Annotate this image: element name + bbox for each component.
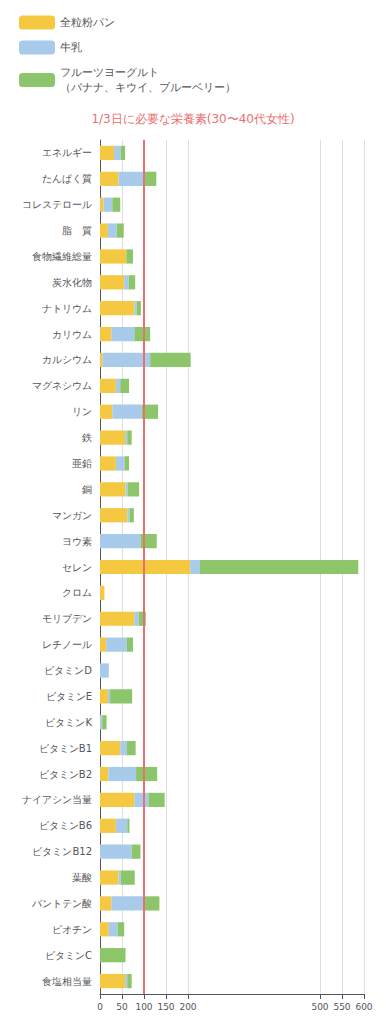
- svg-text:ヨウ素: ヨウ素: [62, 536, 92, 547]
- svg-text:カルシウム: カルシウム: [42, 354, 92, 365]
- svg-text:ビタミンB2: ビタミンB2: [39, 769, 92, 780]
- svg-text:全粒粉パン: 全粒粉パン: [60, 16, 115, 29]
- svg-text:カリウム: カリウム: [52, 329, 92, 340]
- svg-text:マンガン: マンガン: [52, 510, 92, 521]
- svg-text:セレン: セレン: [62, 562, 92, 573]
- svg-text:脂 質: 脂 質: [62, 225, 92, 236]
- svg-text:エネルギー: エネルギー: [42, 147, 92, 158]
- svg-text:ナイアシン当量: ナイアシン当量: [22, 794, 92, 805]
- svg-text:炭水化物: 炭水化物: [52, 277, 92, 288]
- svg-text:100: 100: [135, 1002, 152, 1012]
- svg-text:ビタミンE: ビタミンE: [46, 691, 92, 702]
- svg-text:ビタミンB6: ビタミンB6: [39, 820, 92, 831]
- svg-text:（バナナ、キウイ、ブルーベリー）: （バナナ、キウイ、ブルーベリー）: [60, 81, 236, 94]
- svg-text:コレステロール: コレステロール: [22, 199, 92, 210]
- svg-text:1/3日に必要な栄養素(30〜40代女性): 1/3日に必要な栄養素(30〜40代女性): [91, 112, 294, 126]
- svg-text:ビオチン: ビオチン: [52, 924, 92, 935]
- svg-text:リン: リン: [72, 406, 92, 417]
- svg-text:ナトリウム: ナトリウム: [42, 303, 92, 314]
- svg-text:食物繊維総量: 食物繊維総量: [32, 251, 92, 262]
- svg-text:鉄: 鉄: [82, 432, 92, 443]
- svg-text:パントテン酸: パントテン酸: [31, 898, 92, 909]
- svg-text:クロム: クロム: [62, 587, 92, 598]
- svg-text:500: 500: [311, 1002, 328, 1012]
- svg-text:200: 200: [179, 1002, 196, 1012]
- svg-text:150: 150: [157, 1002, 174, 1012]
- svg-text:50: 50: [116, 1002, 128, 1012]
- svg-text:ビタミンC: ビタミンC: [45, 950, 92, 961]
- svg-text:たんぱく質: たんぱく質: [42, 173, 92, 184]
- svg-text:ビタミンD: ビタミンD: [44, 665, 92, 676]
- svg-text:食塩相当量: 食塩相当量: [42, 976, 92, 987]
- svg-text:レチノール: レチノール: [42, 639, 92, 650]
- svg-text:葉酸: 葉酸: [72, 872, 92, 883]
- svg-text:550: 550: [333, 1002, 350, 1012]
- svg-text:600: 600: [355, 1002, 372, 1012]
- svg-text:ビタミンB1: ビタミンB1: [39, 743, 92, 754]
- svg-text:ビタミンB12: ビタミンB12: [32, 846, 92, 857]
- svg-text:モリブデン: モリブデン: [42, 613, 92, 624]
- svg-text:亜鉛: 亜鉛: [72, 458, 92, 469]
- svg-text:フルーツヨーグルト: フルーツヨーグルト: [60, 66, 159, 79]
- svg-text:牛乳: 牛乳: [60, 41, 82, 54]
- svg-text:0: 0: [97, 1002, 103, 1012]
- svg-text:銅: 銅: [82, 484, 92, 495]
- svg-text:ビタミンK: ビタミンK: [45, 717, 92, 728]
- svg-text:マグネシウム: マグネシウム: [32, 380, 92, 391]
